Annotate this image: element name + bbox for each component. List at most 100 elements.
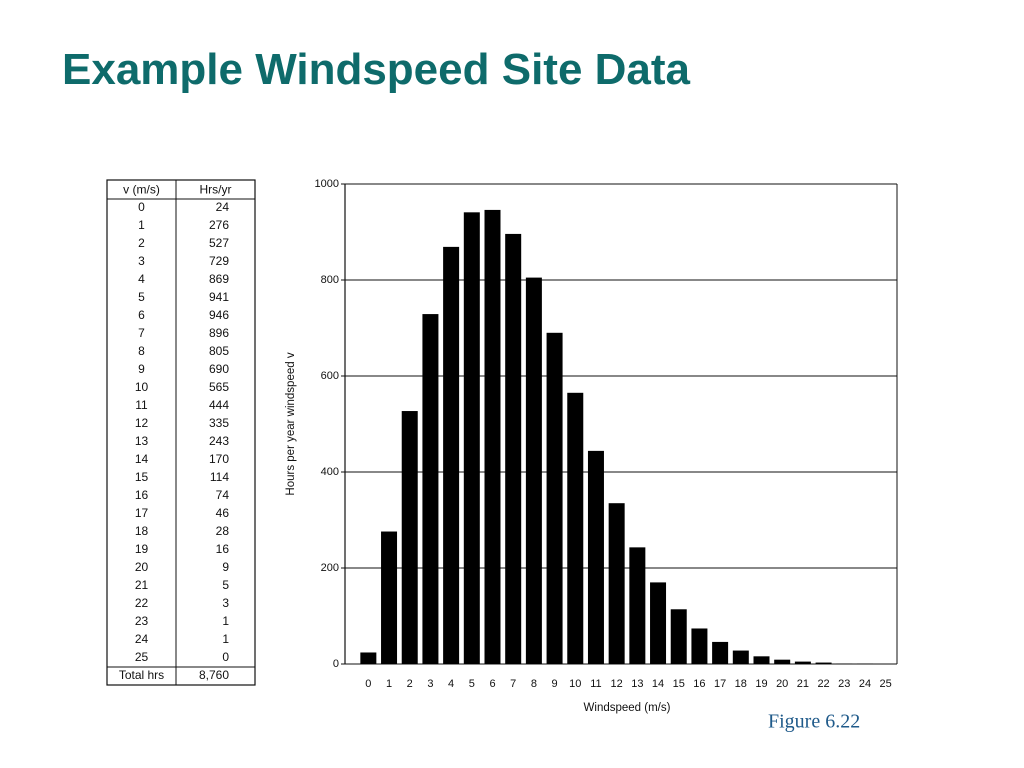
bar bbox=[546, 332, 563, 664]
table-cell: 21 bbox=[135, 578, 149, 592]
table-header: v (m/s) bbox=[123, 183, 160, 197]
x-tick-label: 13 bbox=[631, 678, 643, 690]
table-cell: 28 bbox=[216, 524, 230, 538]
table-cell: 6 bbox=[138, 308, 145, 322]
bar bbox=[629, 547, 646, 664]
table-cell: 74 bbox=[216, 488, 230, 502]
table-cell: 896 bbox=[209, 326, 229, 340]
x-tick-label: 20 bbox=[776, 678, 788, 690]
x-axis-label: Windspeed (m/s) bbox=[584, 702, 671, 714]
y-tick-label: 1000 bbox=[315, 178, 339, 190]
x-tick-label: 25 bbox=[880, 678, 892, 690]
figure-caption: Figure 6.22 bbox=[768, 711, 860, 733]
table-cell: 114 bbox=[210, 470, 229, 484]
table-cell: 2 bbox=[138, 236, 145, 250]
bar bbox=[443, 246, 460, 664]
x-tick-label: 8 bbox=[531, 678, 537, 690]
table-cell: 0 bbox=[138, 200, 145, 214]
table-cell: 869 bbox=[209, 272, 229, 286]
table-cell: 24 bbox=[216, 200, 230, 214]
bar bbox=[670, 609, 687, 664]
x-tick-label: 12 bbox=[611, 678, 623, 690]
bar bbox=[422, 314, 439, 664]
x-tick-label: 24 bbox=[859, 678, 871, 690]
x-tick-label: 18 bbox=[735, 678, 747, 690]
table-cell: 19 bbox=[135, 542, 149, 556]
bar bbox=[712, 641, 729, 664]
table-cell: 1 bbox=[138, 218, 145, 232]
table-cell: 3 bbox=[222, 596, 229, 610]
table-cell: 1 bbox=[222, 614, 229, 628]
x-tick-label: 16 bbox=[693, 678, 705, 690]
table-cell: 9 bbox=[138, 362, 145, 376]
table-cell: 805 bbox=[209, 344, 229, 358]
table-cell: 527 bbox=[209, 236, 229, 250]
bar bbox=[360, 652, 377, 664]
table-cell: 11 bbox=[135, 398, 148, 412]
table-cell: 16 bbox=[135, 488, 149, 502]
table-cell: 7 bbox=[138, 326, 145, 340]
table-cell: 22 bbox=[135, 596, 149, 610]
x-tick-label: 22 bbox=[817, 678, 829, 690]
bar bbox=[505, 233, 522, 665]
x-tick-label: 6 bbox=[489, 678, 495, 690]
x-tick-label: 4 bbox=[448, 678, 454, 690]
bar bbox=[815, 662, 832, 664]
x-tick-label: 14 bbox=[652, 678, 664, 690]
table-cell: 10 bbox=[135, 380, 149, 394]
bar bbox=[381, 531, 398, 664]
table-cell: 8,760 bbox=[199, 668, 229, 682]
x-tick-label: 21 bbox=[797, 678, 809, 690]
table-cell: 5 bbox=[222, 578, 229, 592]
table-cell: 0 bbox=[222, 650, 229, 664]
x-tick-label: 9 bbox=[552, 678, 558, 690]
y-tick-label: 0 bbox=[333, 658, 339, 670]
table-cell: 20 bbox=[135, 560, 149, 574]
table-cell: 335 bbox=[209, 416, 229, 430]
table-cell: 18 bbox=[135, 524, 149, 538]
table-cell: 3 bbox=[138, 254, 145, 268]
x-tick-label: 23 bbox=[838, 678, 850, 690]
table-cell: 276 bbox=[209, 218, 229, 232]
y-tick-label: 400 bbox=[321, 466, 339, 478]
table-cell: 25 bbox=[135, 650, 149, 664]
table-border bbox=[106, 179, 256, 686]
slide-title: Example Windspeed Site Data bbox=[62, 45, 691, 94]
bar bbox=[463, 212, 480, 664]
table-cell: 690 bbox=[209, 362, 229, 376]
table-cell: 12 bbox=[135, 416, 149, 430]
x-tick-label: 0 bbox=[365, 678, 371, 690]
x-tick-label: 17 bbox=[714, 678, 726, 690]
x-tick-label: 19 bbox=[755, 678, 767, 690]
x-tick-label: 11 bbox=[590, 678, 601, 690]
x-tick-label: 1 bbox=[386, 678, 392, 690]
x-tick-label: 7 bbox=[510, 678, 516, 690]
x-tick-label: 10 bbox=[569, 678, 581, 690]
table-cell: 729 bbox=[209, 254, 229, 268]
y-tick-label: 200 bbox=[321, 562, 339, 574]
table-cell: 8 bbox=[138, 344, 145, 358]
table-cell: 941 bbox=[209, 290, 229, 304]
bar bbox=[401, 411, 418, 664]
table-cell: 170 bbox=[209, 452, 229, 466]
table-cell: 17 bbox=[135, 506, 149, 520]
bar bbox=[774, 659, 791, 664]
table-cell: 444 bbox=[209, 398, 229, 412]
bar bbox=[794, 661, 811, 664]
table-header: Hrs/yr bbox=[200, 183, 232, 197]
table-cell: 9 bbox=[222, 560, 229, 574]
table-cell: 23 bbox=[135, 614, 149, 628]
table-cell: 5 bbox=[138, 290, 145, 304]
table-cell: 565 bbox=[209, 380, 229, 394]
table-cell: 4 bbox=[138, 272, 145, 286]
table-cell: 243 bbox=[209, 434, 229, 448]
bar bbox=[587, 450, 604, 664]
bar bbox=[753, 656, 770, 664]
x-tick-label: 2 bbox=[407, 678, 413, 690]
y-tick-label: 800 bbox=[321, 274, 339, 286]
bar bbox=[650, 582, 667, 664]
bar bbox=[484, 209, 501, 665]
x-tick-label: 3 bbox=[427, 678, 433, 690]
